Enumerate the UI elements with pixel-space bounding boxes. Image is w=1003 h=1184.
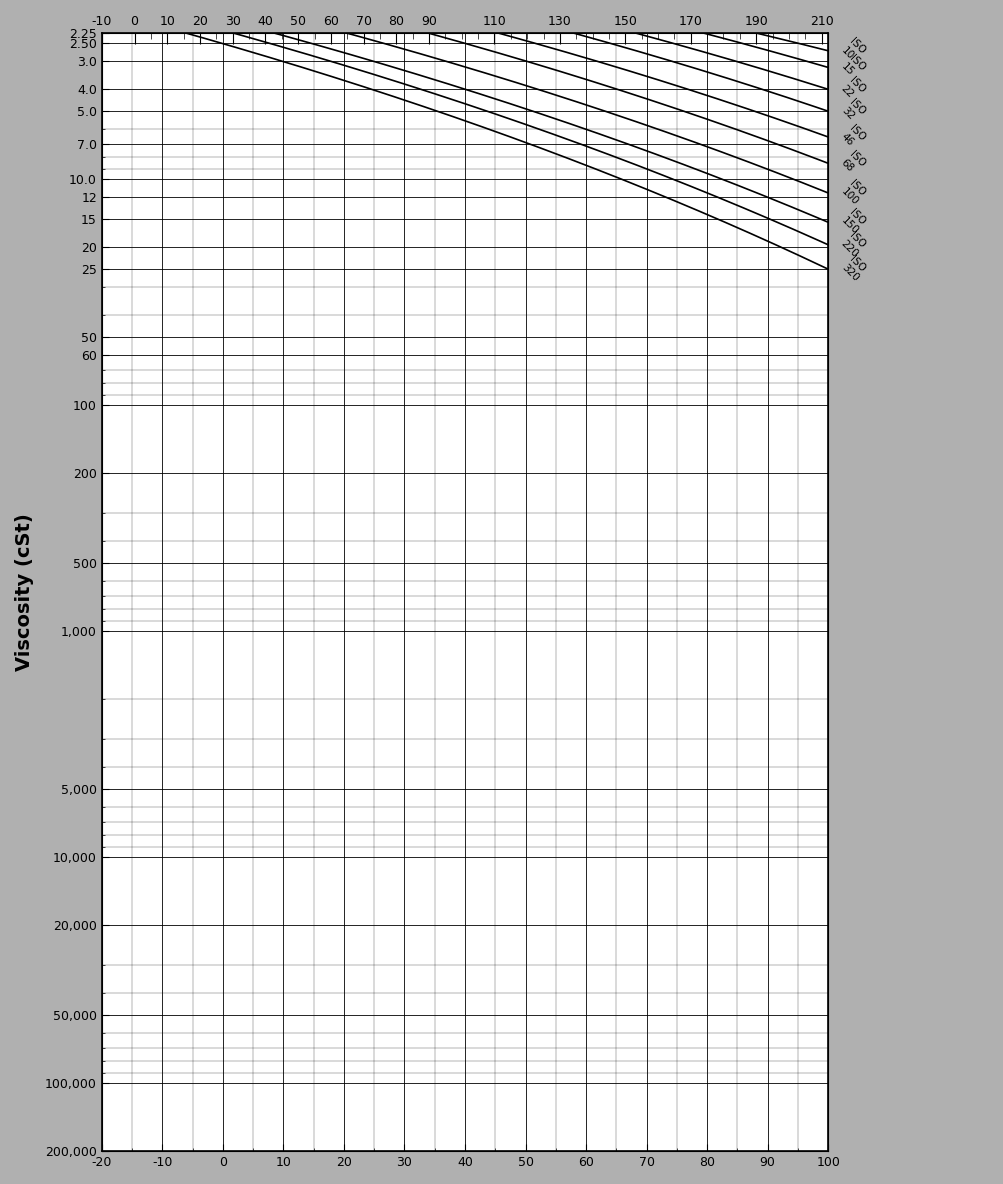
- Y-axis label: Viscosity (cSt): Viscosity (cSt): [15, 513, 34, 671]
- Text: ISO
10: ISO 10: [839, 37, 867, 65]
- Text: ISO
100: ISO 100: [839, 179, 868, 207]
- Text: ISO
15: ISO 15: [839, 53, 867, 82]
- Text: ISO
320: ISO 320: [839, 255, 868, 284]
- Text: ISO
68: ISO 68: [839, 149, 867, 178]
- Text: ISO
150: ISO 150: [839, 207, 868, 237]
- Text: ISO
22: ISO 22: [839, 76, 867, 103]
- Text: ISO
220: ISO 220: [839, 230, 868, 259]
- Text: ISO
46: ISO 46: [839, 123, 867, 150]
- Text: ISO
32: ISO 32: [839, 97, 867, 126]
